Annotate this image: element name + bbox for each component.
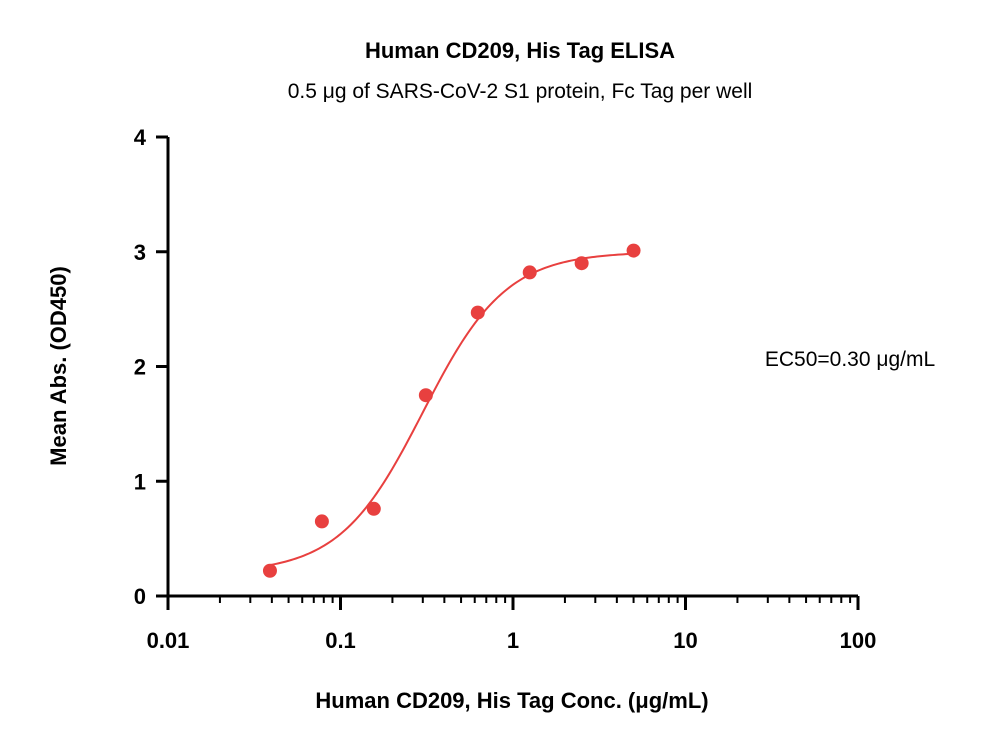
y-axis-ticks: 0 1 2 3 4 (134, 125, 168, 609)
data-point (366, 501, 381, 516)
data-point (470, 305, 485, 320)
y-tick-label: 3 (134, 240, 146, 265)
data-point (418, 388, 433, 403)
x-tick-label: 0.01 (147, 628, 190, 653)
chart-subtitle: 0.5 μg of SARS-CoV-2 S1 protein, Fc Tag … (288, 80, 753, 103)
data-points (262, 243, 641, 578)
x-tick-label: 1 (507, 628, 519, 653)
data-point (626, 243, 641, 258)
x-axis-ticks: 0.01 0.1 1 10 100 (147, 596, 877, 653)
x-axis-label: Human CD209, His Tag Conc. (μg/mL) (315, 688, 708, 713)
data-point (522, 265, 537, 280)
data-point (574, 256, 589, 271)
chart-title: Human CD209, His Tag ELISA (365, 38, 675, 63)
data-point (314, 514, 329, 529)
data-point (262, 563, 277, 578)
y-tick-label: 4 (134, 125, 147, 150)
x-tick-label: 0.1 (325, 628, 356, 653)
y-tick-label: 0 (134, 584, 146, 609)
ec50-annotation: EC50=0.30 μg/mL (765, 348, 935, 371)
y-axis-label: Mean Abs. (OD450) (46, 266, 71, 466)
fit-curve (269, 252, 634, 567)
y-tick-label: 1 (134, 469, 146, 494)
y-tick-label: 2 (134, 355, 146, 380)
x-tick-label: 10 (673, 628, 697, 653)
x-tick-label: 100 (840, 628, 877, 653)
axes (166, 137, 858, 598)
